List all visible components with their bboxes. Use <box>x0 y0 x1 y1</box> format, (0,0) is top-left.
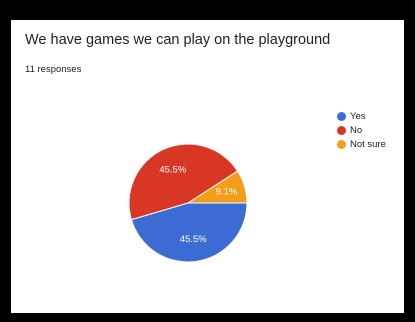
pie-slice-yes[interactable] <box>130 202 248 263</box>
legend-item-not-sure[interactable]: Not sure <box>337 137 386 151</box>
chart-legend: Yes No Not sure <box>337 109 386 151</box>
legend-swatch-no <box>337 125 346 135</box>
legend-swatch-not-sure <box>337 139 346 149</box>
legend-item-yes[interactable]: Yes <box>337 109 386 123</box>
legend-swatch-yes <box>337 111 346 121</box>
chart-title: We have games we can play on the playgro… <box>25 32 331 48</box>
pie-chart: 45.5% 45.5% 9.1% <box>128 143 248 263</box>
slice-label-not-sure: 9.1% <box>216 187 238 198</box>
pie-slice-not-sure[interactable] <box>186 170 248 204</box>
legend-label-yes: Yes <box>350 110 366 122</box>
slice-label-yes: 45.5% <box>180 234 207 245</box>
response-count: 11 responses <box>25 64 82 75</box>
legend-label-not-sure: Not sure <box>350 138 386 150</box>
legend-label-no: No <box>350 124 363 136</box>
legend-item-no[interactable]: No <box>337 123 386 137</box>
chart-card: We have games we can play on the playgro… <box>11 20 404 313</box>
pie-slice-no[interactable] <box>128 143 239 221</box>
slice-label-no: 45.5% <box>159 165 186 176</box>
